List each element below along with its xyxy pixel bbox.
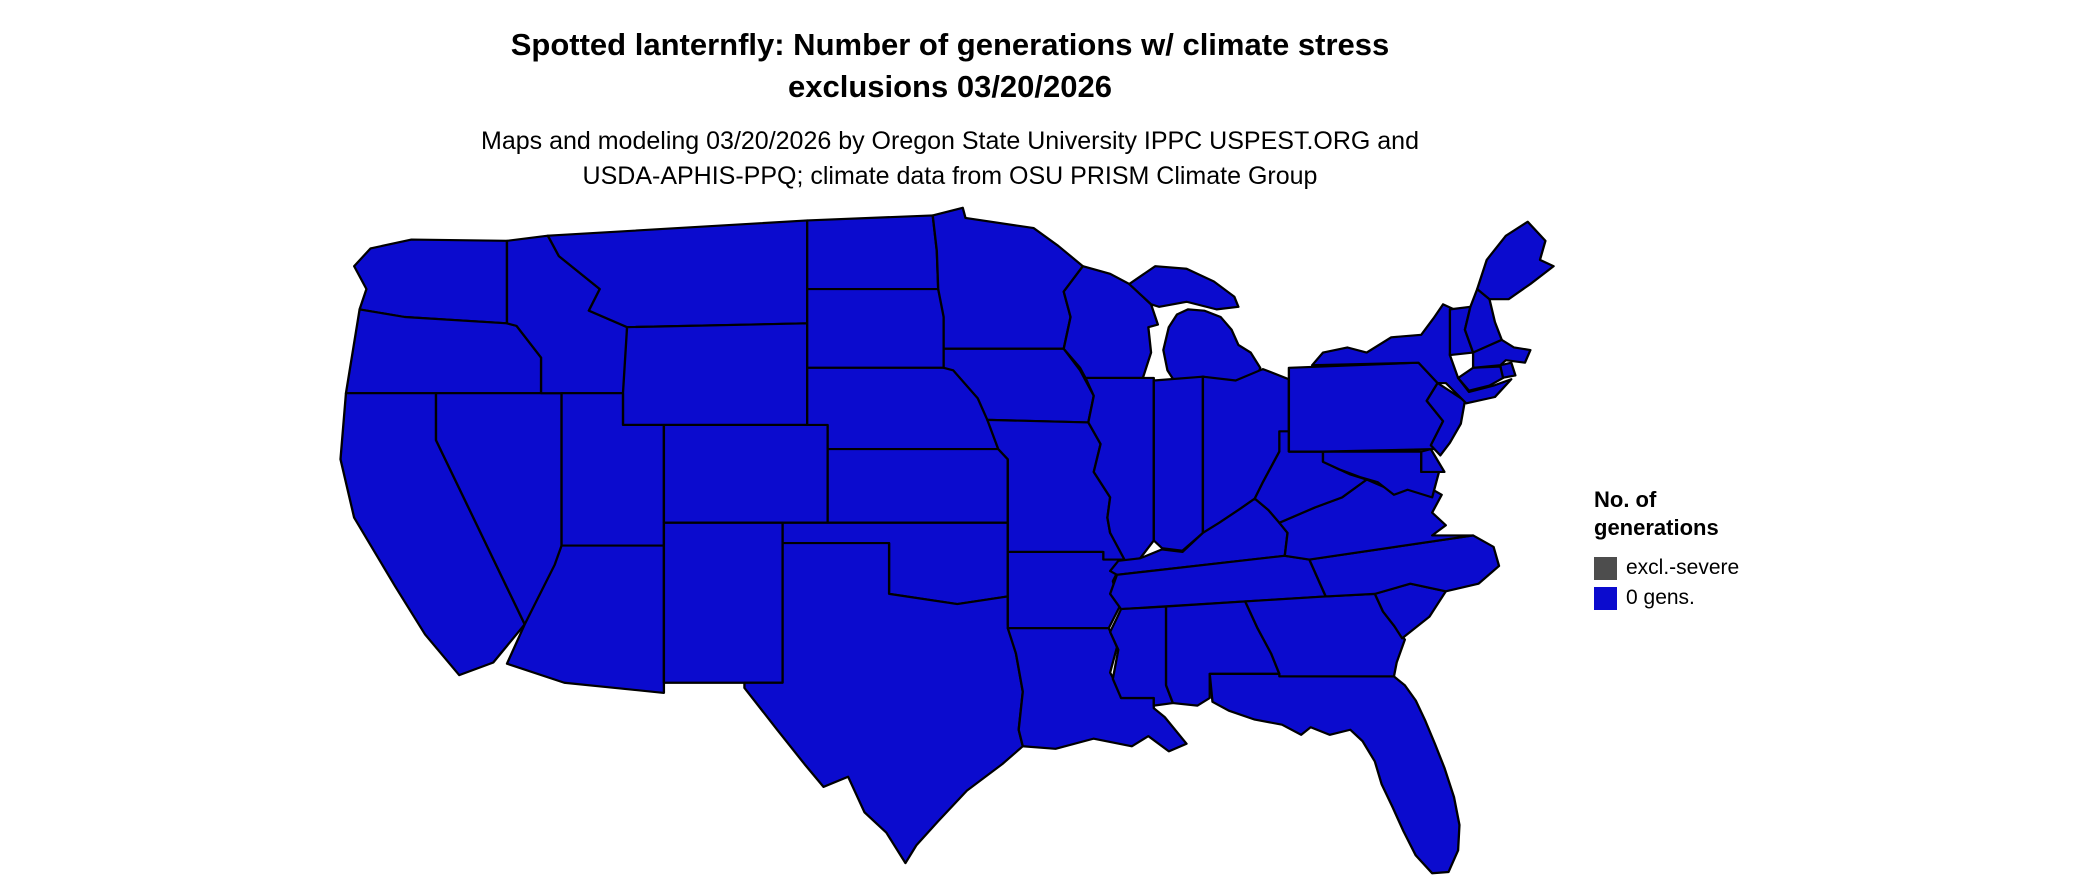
state-ct — [1456, 365, 1505, 392]
figure-subtitle-line1: Maps and modeling 03/20/2026 by Oregon S… — [481, 126, 1419, 155]
state-co — [662, 423, 829, 524]
state-la — [1006, 627, 1188, 753]
legend-item-excl-severe: excl.-severe — [1594, 553, 1739, 583]
state-wa — [352, 238, 509, 325]
state-sd — [806, 287, 955, 369]
legend-swatch-0-gens — [1594, 586, 1617, 610]
legend-rows: excl.-severe 0 gens. — [1594, 553, 1739, 613]
legend-label-0-gens: 0 gens. — [1626, 586, 1695, 609]
figure-title: Spotted lanternfly: Number of generation… — [0, 24, 1900, 108]
figure-title-line1: Spotted lanternfly: Number of generation… — [510, 27, 1390, 62]
state-ar — [1006, 550, 1125, 630]
state-nc — [1308, 534, 1501, 598]
state-nj — [1425, 381, 1467, 457]
state-nm — [662, 521, 784, 684]
state-ks — [826, 448, 1009, 524]
legend-swatch-excl-severe — [1594, 556, 1617, 580]
legend-title: No. of generations — [1594, 486, 1739, 541]
legend-title-line2: generations — [1594, 514, 1719, 540]
figure-title-line2: exclusions 03/20/2026 — [787, 68, 1112, 104]
figure-subtitle: Maps and modeling 03/20/2026 by Oregon S… — [0, 124, 1900, 194]
state-in — [1152, 375, 1205, 552]
us-map-svg — [339, 206, 1555, 875]
state-ms — [1108, 605, 1175, 707]
figure-header: Spotted lanternfly: Number of generation… — [0, 24, 1900, 194]
state-me — [1476, 220, 1555, 301]
state-wy — [621, 322, 809, 427]
legend-label-excl-severe: excl.-severe — [1626, 556, 1740, 579]
state-fl — [1208, 672, 1461, 875]
legend-title-line1: No. of — [1594, 487, 1657, 512]
state-pa — [1287, 361, 1445, 453]
state-mn — [931, 206, 1084, 350]
map-legend: No. of generations excl.-severe 0 gens. — [1594, 486, 1739, 613]
figure-subtitle-line2: USDA-APHIS-PPQ; climate data from OSU PR… — [582, 161, 1318, 190]
state-nd — [806, 214, 940, 291]
legend-item-0-gens: 0 gens. — [1594, 583, 1739, 613]
